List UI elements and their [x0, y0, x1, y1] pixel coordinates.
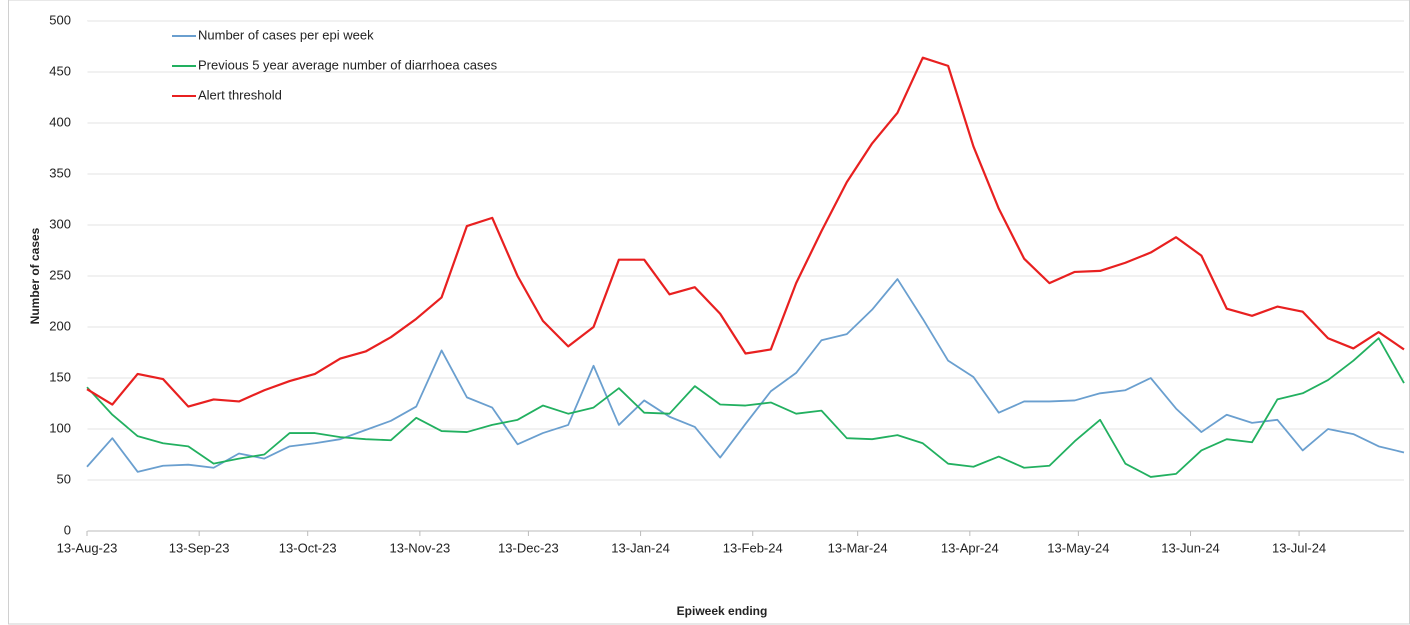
x-tick-label: 13-Jul-24: [1272, 540, 1326, 555]
x-tick-label: 13-Nov-23: [390, 540, 451, 555]
series-line: [86, 337, 1405, 478]
x-tick-label: 13-Mar-24: [828, 540, 888, 555]
legend-label: Number of cases per epi week: [198, 27, 374, 42]
y-axis-label: Number of cases: [28, 227, 42, 324]
series-line: [86, 278, 1405, 473]
y-tick-label: 400: [49, 114, 71, 129]
x-tick-label: 13-Apr-24: [941, 540, 999, 555]
legend-label: Alert threshold: [198, 87, 282, 102]
x-tick-label: 13-Feb-24: [723, 540, 783, 555]
y-tick-label: 50: [57, 471, 71, 486]
y-tick-label: 100: [49, 420, 71, 435]
x-tick-label: 13-Jan-24: [611, 540, 670, 555]
x-tick-label: 13-Oct-23: [279, 540, 337, 555]
x-tick-label: 13-Dec-23: [498, 540, 559, 555]
x-tick-label: 13-Aug-23: [57, 540, 118, 555]
y-tick-label: 500: [49, 12, 71, 27]
y-tick-label: 150: [49, 369, 71, 384]
y-tick-label: 450: [49, 63, 71, 78]
y-tick-label: 300: [49, 216, 71, 231]
y-tick-label: 0: [64, 522, 71, 537]
y-tick-label: 200: [49, 318, 71, 333]
series-line: [86, 56, 1405, 408]
x-axis-label: Epiweek ending: [677, 604, 768, 618]
y-tick-label: 250: [49, 267, 71, 282]
legend-label: Previous 5 year average number of diarrh…: [198, 57, 498, 72]
y-tick-label: 350: [49, 165, 71, 180]
x-tick-label: 13-Jun-24: [1161, 540, 1220, 555]
x-tick-label: 13-May-24: [1047, 540, 1109, 555]
x-tick-label: 13-Sep-23: [169, 540, 230, 555]
